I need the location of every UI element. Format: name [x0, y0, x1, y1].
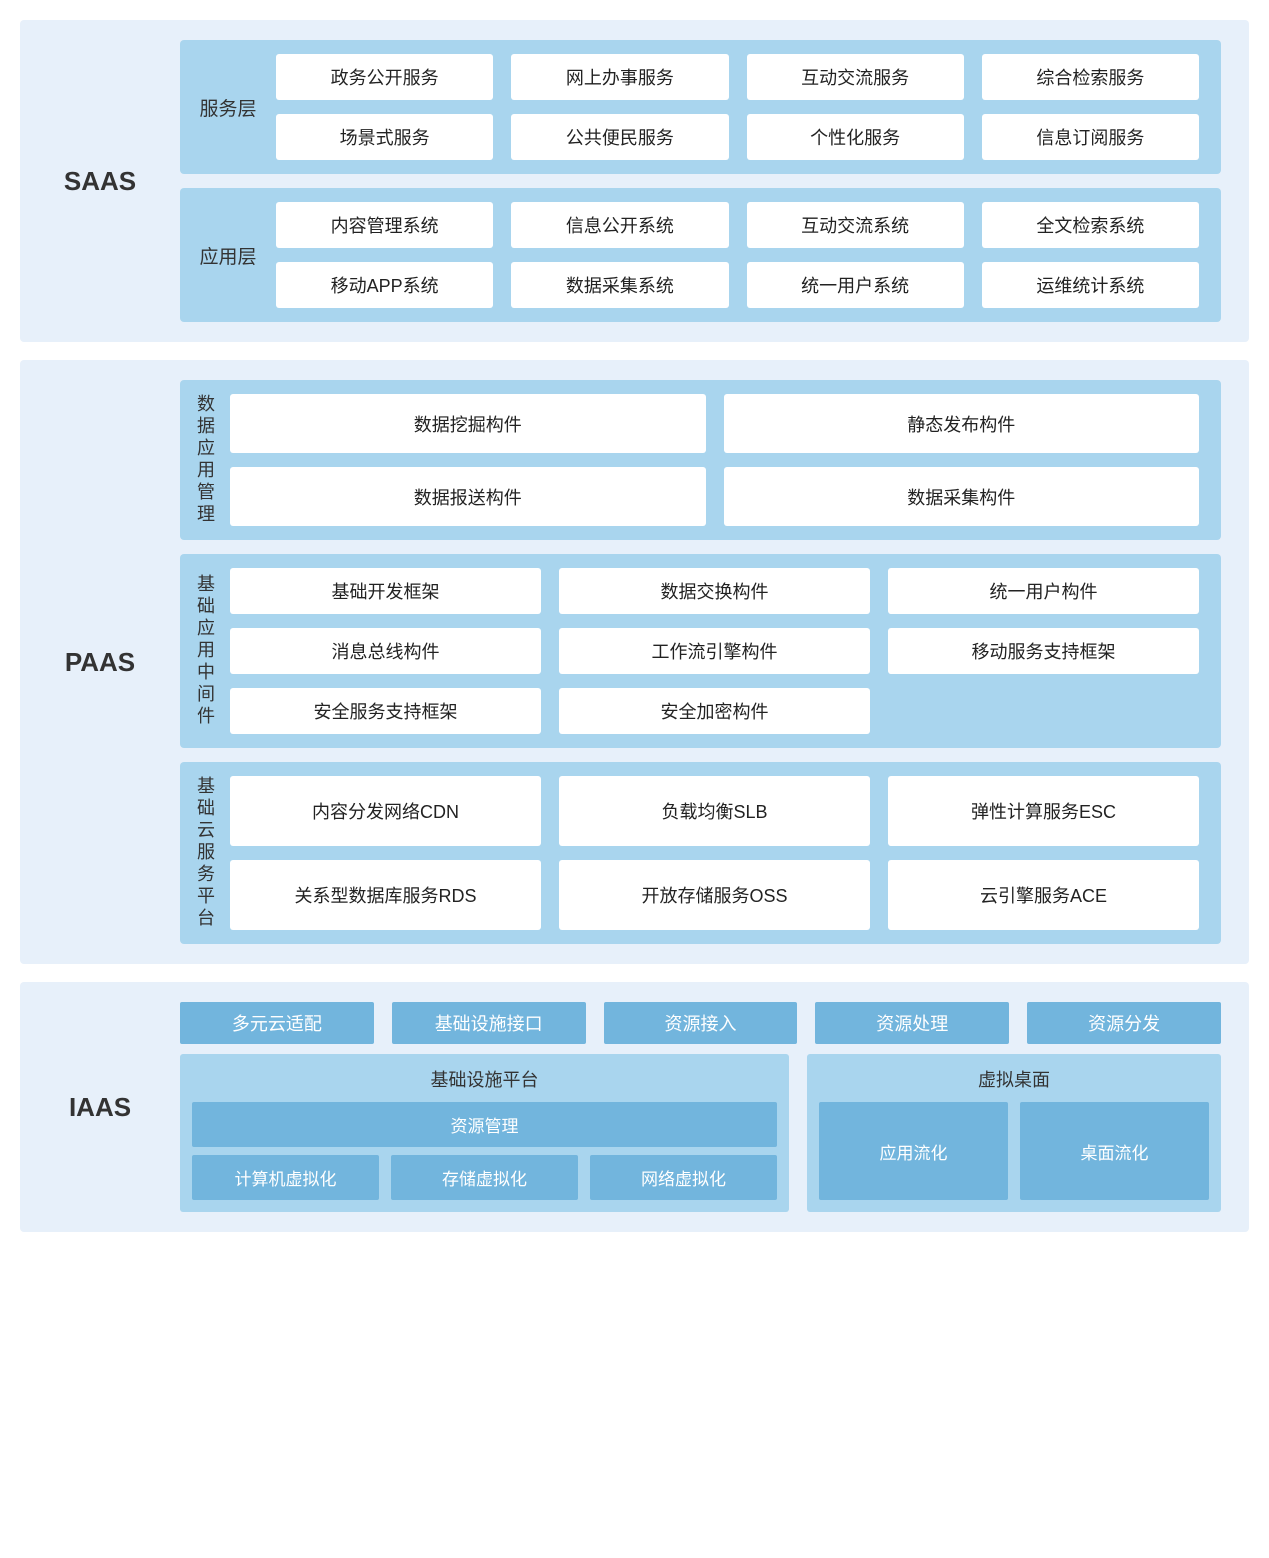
paas.rows.1-cell: 移动服务支持框架 — [888, 628, 1199, 674]
paas.rows.1-cell: 安全加密构件 — [559, 688, 870, 734]
paas-grid: 数据挖掘构件静态发布构件数据报送构件数据采集构件 — [230, 394, 1199, 526]
iaas-pill: 资源分发 — [1027, 1002, 1221, 1044]
paas.rows.0-cell: 数据采集构件 — [724, 467, 1200, 526]
paas.rows.2-cell: 关系型数据库服务RDS — [230, 860, 541, 930]
saas.rows.1-cell: 互动交流系统 — [747, 202, 964, 248]
paas.rows.1-cell: 消息总线构件 — [230, 628, 541, 674]
paas.rows.1-cell: 数据交换构件 — [559, 568, 870, 614]
iaas-sub-cell: 计算机虚拟化 — [192, 1155, 379, 1200]
paas-panel-label: 基础应用中间件 — [180, 568, 230, 734]
iaas-left-row2: 计算机虚拟化存储虚拟化网络虚拟化 — [192, 1155, 777, 1200]
paas.rows.2-cell: 云引擎服务ACE — [888, 860, 1199, 930]
saas.rows.0-cell: 场景式服务 — [276, 114, 493, 160]
paas.rows.0-cell: 静态发布构件 — [724, 394, 1200, 453]
paas.rows.2-cell: 负载均衡SLB — [559, 776, 870, 846]
iaas-pill: 多元云适配 — [180, 1002, 374, 1044]
iaas-sub-cell: 应用流化 — [819, 1102, 1008, 1200]
saas.rows.0-cell: 网上办事服务 — [511, 54, 728, 100]
paas-panel-label: 基础云服务平台 — [180, 776, 230, 930]
paas-grid: 基础开发框架数据交换构件统一用户构件消息总线构件工作流引擎构件移动服务支持框架安… — [230, 568, 1199, 734]
paas.rows.1-cell: 统一用户构件 — [888, 568, 1199, 614]
iaas-layer: IAAS 多元云适配基础设施接口资源接入资源处理资源分发 基础设施平台 资源管理… — [20, 982, 1249, 1232]
paas-panel-label: 数据应用管理 — [180, 394, 230, 526]
iaas-pill: 资源处理 — [815, 1002, 1009, 1044]
iaas-sub-cell: 资源管理 — [192, 1102, 777, 1147]
paas.rows.2-cell: 弹性计算服务ESC — [888, 776, 1199, 846]
saas.rows.0-cell: 信息订阅服务 — [982, 114, 1199, 160]
saas.rows.1-cell: 统一用户系统 — [747, 262, 964, 308]
saas-label: SAAS — [20, 166, 180, 197]
saas.rows.1-cell: 内容管理系统 — [276, 202, 493, 248]
saas-grid: 内容管理系统信息公开系统互动交流系统全文检索系统移动APP系统数据采集系统统一用… — [276, 202, 1199, 308]
iaas-right-title: 虚拟桌面 — [819, 1062, 1209, 1094]
paas.rows.0-cell: 数据挖掘构件 — [230, 394, 706, 453]
paas.rows.1-cell: 基础开发框架 — [230, 568, 541, 614]
saas.rows.1-cell: 移动APP系统 — [276, 262, 493, 308]
iaas-left-title: 基础设施平台 — [192, 1062, 777, 1094]
saas-layer: SAAS 服务层政务公开服务网上办事服务互动交流服务综合检索服务场景式服务公共便… — [20, 20, 1249, 342]
iaas-sub-cell: 网络虚拟化 — [590, 1155, 777, 1200]
paas.rows.2-cell: 开放存储服务OSS — [559, 860, 870, 930]
iaas-panels-row: 基础设施平台 资源管理 计算机虚拟化存储虚拟化网络虚拟化 虚拟桌面 应用流化桌面… — [180, 1054, 1221, 1212]
paas-layer: PAAS 数据应用管理数据挖掘构件静态发布构件数据报送构件数据采集构件基础应用中… — [20, 360, 1249, 964]
iaas-pills-row: 多元云适配基础设施接口资源接入资源处理资源分发 — [180, 1002, 1221, 1044]
saas.rows.0-cell: 综合检索服务 — [982, 54, 1199, 100]
iaas-pill: 资源接入 — [604, 1002, 798, 1044]
paas.rows.0-cell: 数据报送构件 — [230, 467, 706, 526]
saas-panel: 服务层政务公开服务网上办事服务互动交流服务综合检索服务场景式服务公共便民服务个性… — [180, 40, 1221, 174]
iaas-label: IAAS — [20, 1092, 180, 1123]
iaas-left-panel: 基础设施平台 资源管理 计算机虚拟化存储虚拟化网络虚拟化 — [180, 1054, 789, 1212]
iaas-right-row: 应用流化桌面流化 — [819, 1102, 1209, 1200]
iaas-right-panel: 虚拟桌面 应用流化桌面流化 — [807, 1054, 1221, 1212]
iaas-pill: 基础设施接口 — [392, 1002, 586, 1044]
paas-panel: 基础云服务平台内容分发网络CDN 负载均衡SLB 弹性计算服务ESC 关系型数据库服务… — [180, 762, 1221, 944]
iaas-sub-cell: 桌面流化 — [1020, 1102, 1209, 1200]
iaas-content: 多元云适配基础设施接口资源接入资源处理资源分发 基础设施平台 资源管理 计算机虚… — [180, 1002, 1221, 1212]
paas.rows.1-cell: 工作流引擎构件 — [559, 628, 870, 674]
saas-content: 服务层政务公开服务网上办事服务互动交流服务综合检索服务场景式服务公共便民服务个性… — [180, 40, 1221, 322]
saas.rows.0-cell: 政务公开服务 — [276, 54, 493, 100]
paas-grid: 内容分发网络CDN 负载均衡SLB 弹性计算服务ESC 关系型数据库服务RDS 开放存储… — [230, 776, 1199, 930]
iaas-sub-cell: 存储虚拟化 — [391, 1155, 578, 1200]
saas.rows.0-cell: 互动交流服务 — [747, 54, 964, 100]
iaas-left-row1: 资源管理 — [192, 1102, 777, 1147]
saas.rows.1-cell: 信息公开系统 — [511, 202, 728, 248]
saas-panel: 应用层内容管理系统信息公开系统互动交流系统全文检索系统移动APP系统数据采集系统… — [180, 188, 1221, 322]
saas.rows.0-cell: 公共便民服务 — [511, 114, 728, 160]
saas.rows.1-cell: 全文检索系统 — [982, 202, 1199, 248]
paas.rows.1-cell: 安全服务支持框架 — [230, 688, 541, 734]
saas.rows.1-cell: 数据采集系统 — [511, 262, 728, 308]
saas-panel-label: 服务层 — [180, 54, 276, 160]
saas-panel-label: 应用层 — [180, 202, 276, 308]
paas.rows.2-cell: 内容分发网络CDN — [230, 776, 541, 846]
saas.rows.1-cell: 运维统计系统 — [982, 262, 1199, 308]
paas-label: PAAS — [20, 647, 180, 678]
paas-panel: 数据应用管理数据挖掘构件静态发布构件数据报送构件数据采集构件 — [180, 380, 1221, 540]
paas-panel: 基础应用中间件基础开发框架数据交换构件统一用户构件消息总线构件工作流引擎构件移动… — [180, 554, 1221, 748]
saas-grid: 政务公开服务网上办事服务互动交流服务综合检索服务场景式服务公共便民服务个性化服务… — [276, 54, 1199, 160]
saas.rows.0-cell: 个性化服务 — [747, 114, 964, 160]
paas-content: 数据应用管理数据挖掘构件静态发布构件数据报送构件数据采集构件基础应用中间件基础开… — [180, 380, 1221, 944]
